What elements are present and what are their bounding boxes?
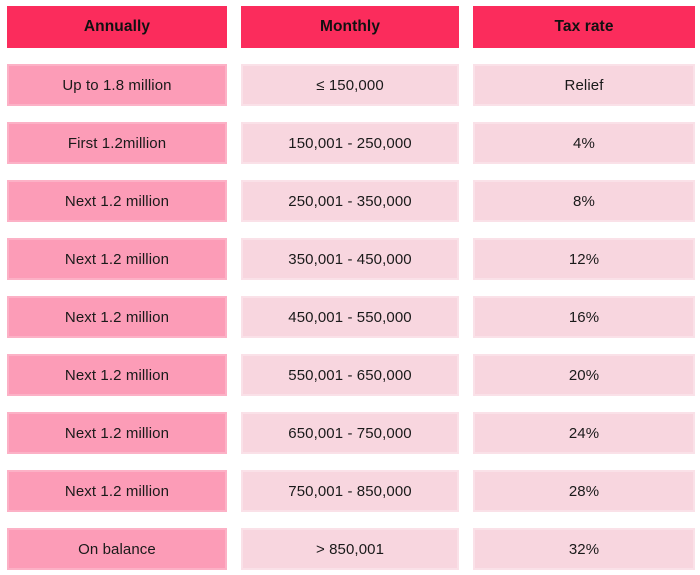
monthly-cell: 550,001 - 650,000 — [241, 354, 459, 396]
annually-cell: On balance — [7, 528, 227, 570]
annually-cell: Up to 1.8 million — [7, 64, 227, 106]
column-header-tax-rate: Tax rate — [473, 6, 695, 48]
tax-rate-grid: Annually Monthly Tax rate Up to 1.8 mill… — [7, 6, 695, 570]
monthly-cell: 450,001 - 550,000 — [241, 296, 459, 338]
column-header-annually: Annually — [7, 6, 227, 48]
tax-rate-cell: 8% — [473, 180, 695, 222]
tax-rate-cell: 28% — [473, 470, 695, 512]
monthly-cell: 750,001 - 850,000 — [241, 470, 459, 512]
annually-cell: Next 1.2 million — [7, 180, 227, 222]
annually-cell: Next 1.2 million — [7, 238, 227, 280]
annually-cell: First 1.2million — [7, 122, 227, 164]
monthly-cell: 250,001 - 350,000 — [241, 180, 459, 222]
annually-cell: Next 1.2 million — [7, 470, 227, 512]
annually-cell: Next 1.2 million — [7, 354, 227, 396]
tax-rate-cell: 20% — [473, 354, 695, 396]
tax-rate-cell: 16% — [473, 296, 695, 338]
tax-rate-cell: Relief — [473, 64, 695, 106]
tax-rate-cell: 12% — [473, 238, 695, 280]
monthly-cell: 350,001 - 450,000 — [241, 238, 459, 280]
monthly-cell: > 850,001 — [241, 528, 459, 570]
monthly-cell: 650,001 - 750,000 — [241, 412, 459, 454]
monthly-cell: ≤ 150,000 — [241, 64, 459, 106]
monthly-cell: 150,001 - 250,000 — [241, 122, 459, 164]
column-header-monthly: Monthly — [241, 6, 459, 48]
tax-rate-cell: 32% — [473, 528, 695, 570]
tax-rate-cell: 24% — [473, 412, 695, 454]
annually-cell: Next 1.2 million — [7, 296, 227, 338]
annually-cell: Next 1.2 million — [7, 412, 227, 454]
tax-rate-cell: 4% — [473, 122, 695, 164]
